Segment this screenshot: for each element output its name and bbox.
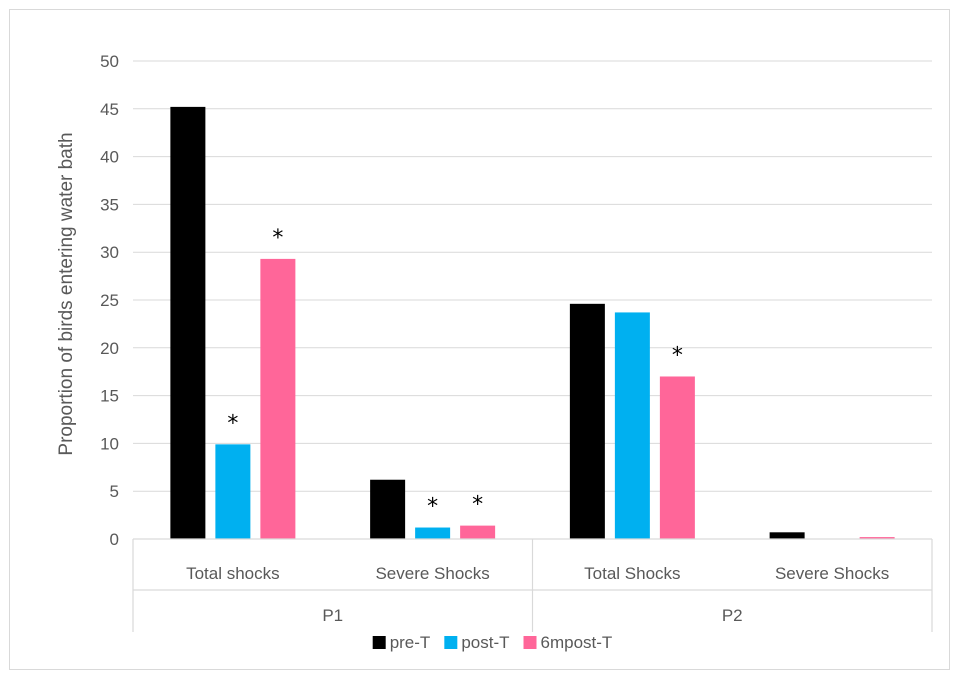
- legend-items: pre-T post-T 6mpost-T: [372, 633, 613, 652]
- y-axis-ticks: 0 5 10 15 20 25 30 35 40 45 50: [100, 52, 119, 549]
- legend: pre-T post-T 6mpost-T: [372, 633, 613, 652]
- significance-markers: * * * * *: [227, 226, 683, 520]
- x-axis: [132, 538, 933, 632]
- y-tick-label: 5: [110, 482, 119, 501]
- bar: [170, 106, 206, 539]
- x-category-label: Severe Shocks: [775, 564, 889, 583]
- legend-item: 6mpost-T: [523, 633, 613, 652]
- chart-frame: [9, 9, 950, 670]
- y-tick-label: 50: [100, 52, 119, 71]
- bar: [215, 444, 251, 539]
- x-category-label: Severe Shocks: [375, 564, 489, 583]
- legend-label: 6mpost-T: [541, 633, 613, 652]
- significance-star: *: [472, 493, 483, 518]
- legend-label: pre-T: [390, 633, 431, 652]
- y-tick-label: 45: [100, 100, 119, 119]
- bar: [569, 303, 605, 539]
- y-tick-label: 25: [100, 291, 119, 310]
- x-axis-groups: P1 P2: [322, 606, 742, 625]
- bar: [659, 376, 695, 539]
- legend-swatch: [444, 636, 458, 649]
- bar: [859, 537, 895, 539]
- bar: [415, 527, 451, 539]
- legend-swatch: [523, 636, 537, 649]
- significance-star: *: [427, 495, 438, 520]
- legend-swatch: [372, 636, 386, 649]
- bars: [170, 106, 895, 539]
- y-tick-label: 10: [100, 434, 119, 453]
- y-axis-label: Proportion of birds entering water bath: [56, 132, 77, 455]
- y-tick-label: 20: [100, 339, 119, 358]
- y-tick-label: 30: [100, 243, 119, 262]
- bar: [460, 525, 496, 539]
- y-tick-label: 35: [100, 195, 119, 214]
- legend-item: pre-T: [372, 633, 431, 652]
- significance-star: *: [272, 226, 283, 251]
- legend-item: post-T: [444, 633, 510, 652]
- x-category-label: Total shocks: [186, 564, 280, 583]
- gridlines: [133, 60, 932, 492]
- bar: [614, 312, 650, 539]
- x-category-label: Total Shocks: [584, 564, 680, 583]
- bar: [370, 479, 406, 539]
- x-axis-categories: Total shocks Severe Shocks Total Shocks Sev…: [186, 564, 889, 583]
- y-tick-label: 40: [100, 148, 119, 167]
- bar: [260, 258, 296, 539]
- bar: [769, 532, 805, 539]
- y-tick-label: 15: [100, 387, 119, 406]
- x-group-label: P2: [722, 606, 743, 625]
- x-group-label: P1: [322, 606, 343, 625]
- legend-label: post-T: [461, 633, 509, 652]
- y-tick-label: 0: [110, 530, 119, 549]
- significance-star: *: [672, 343, 683, 368]
- significance-star: *: [227, 411, 238, 436]
